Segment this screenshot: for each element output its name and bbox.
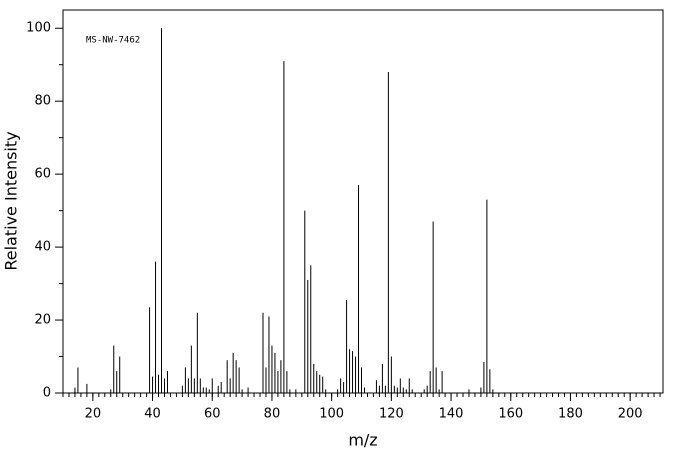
- x-tick-label: 160: [498, 407, 523, 422]
- annotation: MS-NW-7462: [86, 36, 140, 46]
- x-tick-label: 40: [144, 407, 161, 422]
- x-tick-label: 200: [618, 407, 643, 422]
- y-tick-label: 80: [34, 94, 51, 109]
- y-axis-title: Relative Intensity: [2, 131, 21, 270]
- x-tick-label: 120: [379, 407, 404, 422]
- x-tick-label: 100: [319, 407, 344, 422]
- x-tick-label: 20: [85, 407, 102, 422]
- x-axis-title: m/z: [348, 431, 377, 450]
- y-tick-label: 40: [34, 240, 51, 255]
- y-tick-label: 60: [34, 167, 51, 182]
- y-tick-label: 0: [43, 386, 51, 401]
- x-tick-label: 80: [264, 407, 281, 422]
- y-tick-label: 20: [34, 313, 51, 328]
- x-tick-label: 140: [439, 407, 464, 422]
- x-tick-label: 60: [204, 407, 221, 422]
- x-tick-label: 180: [558, 407, 583, 422]
- plot-frame: [62, 9, 664, 394]
- y-tick-label: 100: [26, 21, 51, 36]
